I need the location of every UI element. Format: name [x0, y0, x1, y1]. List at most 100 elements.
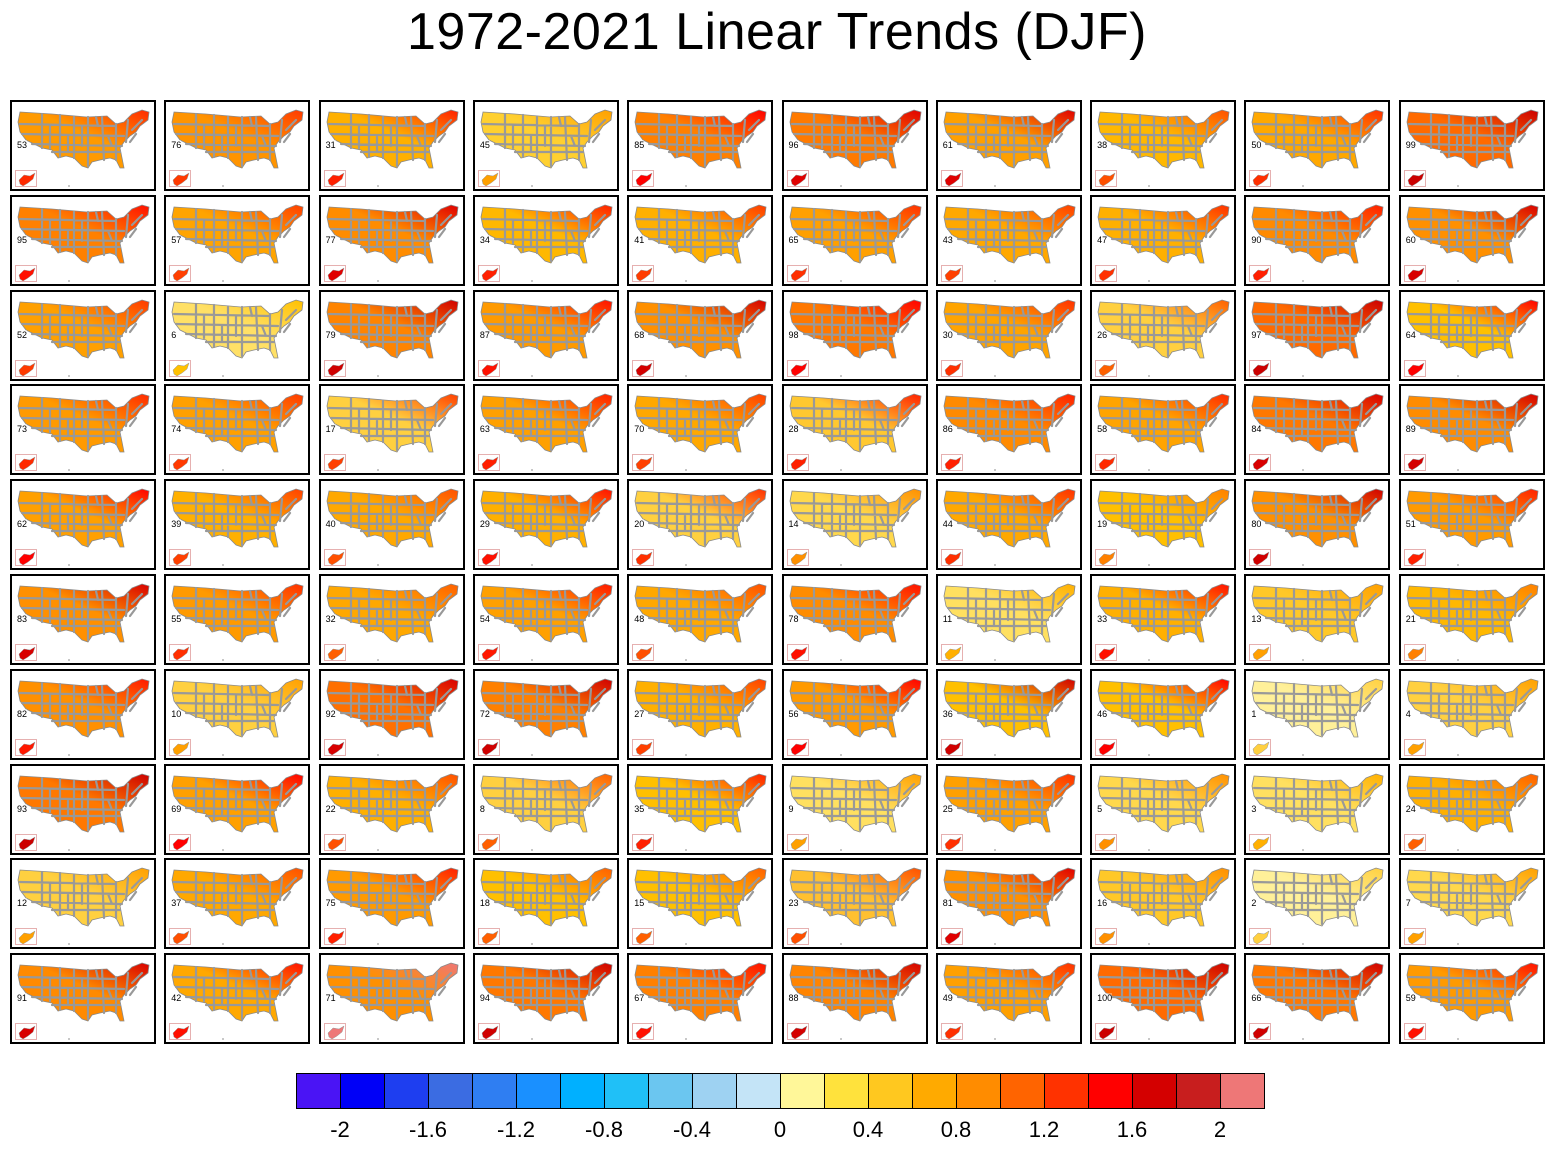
us-map — [634, 393, 767, 453]
us-land-fill — [17, 773, 150, 833]
state-borders — [790, 966, 915, 1021]
state-borders — [481, 112, 606, 168]
us-map — [943, 488, 1076, 548]
alaska-inset — [786, 359, 809, 377]
panel-number-label: 81 — [942, 898, 953, 909]
alaska-inset — [632, 170, 655, 187]
map-panel: 63 — [472, 384, 619, 476]
alaska-inset — [1403, 170, 1426, 187]
map-panel: 50 — [1244, 100, 1391, 191]
us-land-fill — [789, 583, 921, 643]
map-panel: 44 — [935, 479, 1082, 571]
alaska-inset — [632, 359, 655, 377]
alaska-inset — [940, 170, 963, 187]
map-panel: 65 — [781, 194, 928, 286]
us-land-fill — [1251, 773, 1384, 833]
map-panel: 60 — [1398, 194, 1545, 286]
panel-number-label: 35 — [634, 803, 645, 814]
state-borders — [1098, 966, 1224, 1021]
alaska-inset — [15, 264, 37, 282]
us-map — [1097, 583, 1230, 643]
map-panel: 90 — [1244, 194, 1391, 286]
us-land-fill — [171, 583, 304, 643]
colorbar-tick-label: -2 — [330, 1117, 350, 1142]
us-map — [17, 867, 150, 927]
alaska-inset — [169, 644, 192, 661]
state-borders — [173, 966, 298, 1021]
map-panel: 5 — [1090, 763, 1237, 855]
state-borders — [1407, 871, 1532, 926]
panel-number-label: 17 — [325, 424, 336, 435]
map-panel: 6 — [164, 289, 311, 381]
state-borders — [636, 871, 761, 926]
us-land-fill — [1251, 393, 1384, 453]
panel-number-label: 51 — [1405, 519, 1416, 530]
hawaii-marker — [376, 469, 379, 472]
panel-number-label: 64 — [1405, 329, 1416, 340]
us-land-fill — [943, 773, 1076, 833]
panel-number-label: 25 — [942, 803, 953, 814]
map-panel: 8 — [472, 763, 619, 855]
us-map — [1251, 773, 1384, 833]
us-map — [480, 299, 613, 359]
map-panel: 37 — [164, 858, 311, 950]
state-borders — [636, 586, 761, 642]
state-borders — [1253, 586, 1378, 642]
map-panel: 100 — [1090, 953, 1237, 1045]
state-borders — [327, 302, 452, 357]
state-borders — [790, 681, 915, 736]
us-land-fill — [171, 678, 304, 738]
alaska-inset — [15, 928, 37, 946]
alaska-inset — [940, 928, 963, 946]
alaska-inset — [477, 264, 500, 282]
state-borders — [327, 397, 452, 452]
state-borders — [1407, 112, 1532, 168]
alaska-inset — [477, 928, 500, 946]
us-map — [17, 678, 150, 738]
hawaii-marker — [1456, 279, 1459, 282]
alaska-inset — [15, 549, 37, 567]
state-borders — [944, 776, 1069, 831]
state-borders — [1407, 776, 1532, 831]
alaska-inset — [632, 833, 655, 851]
state-borders — [636, 776, 761, 831]
us-land-fill — [1406, 204, 1539, 264]
map-panel: 16 — [1090, 858, 1237, 950]
map-panel: 43 — [935, 194, 1082, 286]
us-map — [1251, 583, 1384, 643]
panel-number-label: 97 — [1251, 329, 1262, 340]
alaska-inset — [1249, 738, 1272, 756]
alaska-inset — [940, 833, 963, 851]
us-map — [1251, 299, 1384, 359]
panel-number-label: 95 — [17, 234, 28, 245]
colorbar-box — [781, 1074, 825, 1108]
us-land-fill — [1097, 299, 1230, 359]
us-land-fill — [1097, 583, 1230, 643]
state-borders — [636, 112, 761, 168]
state-borders — [1098, 492, 1224, 547]
us-map — [634, 773, 767, 833]
hawaii-marker — [1456, 469, 1459, 472]
map-panel: 88 — [781, 953, 928, 1045]
panel-number-label: 85 — [634, 140, 645, 150]
hawaii-marker — [1456, 185, 1459, 187]
panel-number-label: 8 — [479, 803, 485, 814]
map-panel: 47 — [1090, 194, 1237, 286]
panel-number-label: 3 — [1251, 803, 1257, 814]
map-panel: 49 — [935, 953, 1082, 1045]
alaska-inset — [786, 264, 809, 282]
us-land-fill — [480, 299, 613, 359]
us-map — [943, 109, 1076, 169]
map-panel: 76 — [164, 100, 311, 191]
us-map — [789, 962, 921, 1022]
map-panel: 41 — [627, 194, 774, 286]
hawaii-marker — [685, 753, 688, 756]
hawaii-marker — [68, 564, 70, 567]
us-map — [1097, 678, 1230, 738]
us-map — [1406, 299, 1539, 359]
alaska-inset — [1249, 549, 1272, 567]
state-borders — [636, 966, 761, 1021]
us-map — [1251, 962, 1384, 1022]
panel-number-label: 7 — [1405, 898, 1411, 909]
us-map — [1097, 109, 1230, 169]
